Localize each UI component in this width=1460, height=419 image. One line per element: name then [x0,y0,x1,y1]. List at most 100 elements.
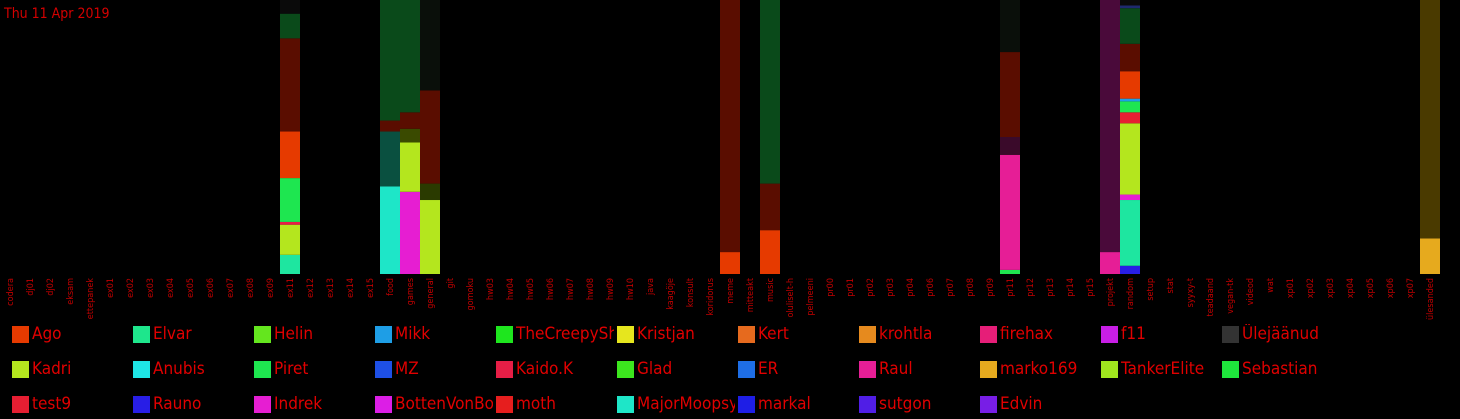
category-label: videod [1246,278,1256,305]
category-label: xp04 [1346,278,1356,298]
bar-segment-random-3 [1120,123,1140,195]
category-label: dj01 [26,278,36,296]
category-label: ex05 [186,278,196,298]
legend-label: Anubis [153,359,205,379]
legend-label: sutgon [879,394,932,414]
legend-item: Edvin [980,392,1098,416]
category-label: food [386,278,396,296]
bar-segment-games-3 [400,112,420,129]
legend-item: Ago [12,322,130,346]
category-label: hw07 [566,278,576,300]
category-label: pr08 [966,278,976,297]
bar-segment-food-3 [380,0,400,121]
legend-swatch [254,395,271,413]
legend-item: Glad [617,357,735,381]
bar-segment-random-1 [1120,200,1140,266]
category-label: java [646,278,656,296]
category-label: ex12 [306,278,316,298]
legend-label: Piret [274,359,309,379]
category-label: mitteakt [746,278,756,312]
legend-label: BottenVonBot [395,394,493,414]
category-label: music [766,278,776,302]
bar-segment-games-2 [400,128,420,143]
legend-swatch [738,395,755,413]
bar-segment-general-1 [420,183,440,201]
category-label: ex04 [166,278,176,298]
legend-swatch [738,325,755,343]
legend-swatch [375,360,392,378]
legend-item: moth [496,392,614,416]
bar-segment-games-0 [400,191,420,274]
category-label: pr14 [1066,278,1076,297]
category-label: pr12 [1026,278,1036,297]
bar-segment-random-6 [1120,98,1140,102]
bar-segment-games-4 [400,0,420,113]
bar-segment-ex11-2 [280,221,300,225]
legend-item: Piret [254,357,372,381]
legend-swatch [375,325,392,343]
legend-item: marko169 [980,357,1098,381]
legend-swatch [496,360,513,378]
legend-item: BottenVonBot [375,392,493,416]
legend-swatch [980,360,997,378]
category-label: ex14 [346,278,356,298]
legend-label: Ülejäänud [1242,324,1319,344]
legend-swatch [859,395,876,413]
bar-segment-random-11 [1120,0,1140,6]
legend-item: sutgon [859,392,977,416]
bar-segment-random-9 [1120,8,1140,44]
category-label: ex02 [126,278,136,298]
legend-label: MZ [395,359,419,379]
category-label: hw04 [506,278,516,300]
legend-item: markal [738,392,856,416]
bar-segment-ülesanded-0 [1420,238,1440,274]
bar-segment-food-0 [380,186,400,274]
legend-label: TheCreepySh [516,324,614,344]
legend-label: MajorMoopsy [637,394,735,414]
bar-segment-ex11-1 [280,224,300,255]
bar-segment-random-4 [1120,112,1140,124]
category-label: ex08 [246,278,256,298]
category-label: vegan-tk [1226,278,1236,314]
bar-segment-random-2 [1120,194,1140,201]
legend-swatch [254,360,271,378]
category-label: oluliselt-h [786,278,796,318]
bar-segment-ex11-6 [280,13,300,39]
legend-swatch [1101,360,1118,378]
category-label: hw10 [626,278,636,300]
bar-segment-random-7 [1120,71,1140,99]
legend-swatch [254,325,271,343]
bar-segment-ex11-7 [280,0,300,14]
category-label: games [406,278,416,305]
legend-item: Kert [738,322,856,346]
legend-label: Kert [758,324,789,344]
legend-swatch [1222,325,1239,343]
legend-item: Ülejäänud [1222,322,1340,346]
category-label: ex03 [146,278,156,298]
legend-item: krohtla [859,322,977,346]
category-label: dj02 [46,278,56,296]
legend-item: Sebastian [1222,357,1340,381]
legend-swatch [617,360,634,378]
category-label: meme [726,278,736,304]
legend-swatch [617,325,634,343]
category-label: xp03 [1326,278,1336,298]
category-label: ülesanded [1426,278,1436,320]
category-label: pr09 [986,278,996,297]
legend-label: marko169 [1000,359,1078,379]
bar-segment-ülesanded-1 [1420,0,1440,239]
bar-segment-random-8 [1120,43,1140,72]
category-label: pr11 [1006,278,1016,297]
bar-segment-ex11-4 [280,131,300,179]
legend-swatch [980,395,997,413]
category-label: eksam [66,278,76,305]
bar-segment-random-5 [1120,101,1140,113]
category-label: ex13 [326,278,336,298]
bars-group [280,0,1440,274]
legend-label: f11 [1121,324,1146,344]
legend-label: Kristjan [637,324,695,344]
bar-segment-projekt-1 [1100,0,1120,253]
legend-item: Anubis [133,357,251,381]
bar-segment-food-2 [380,120,400,132]
category-label: pelmeeni [806,278,816,316]
